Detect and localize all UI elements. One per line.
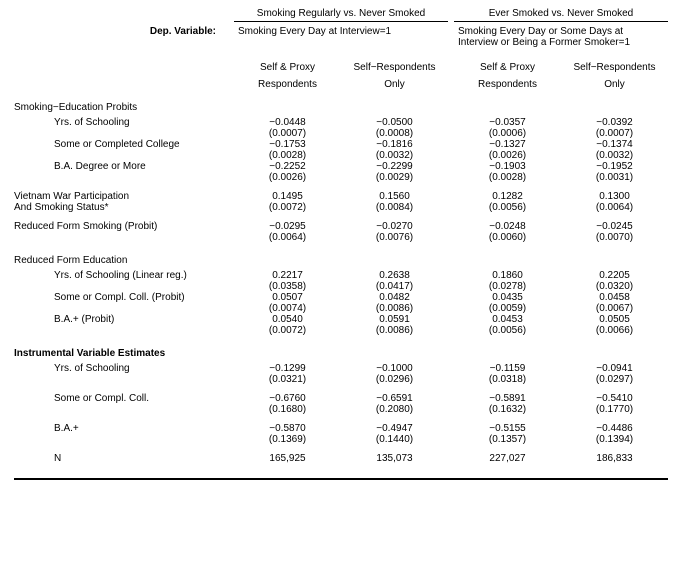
bottom-rule bbox=[14, 472, 668, 479]
group1-header: Smoking Regularly vs. Never Smoked bbox=[234, 8, 448, 22]
section-viet1: Vietnam War Participation bbox=[14, 191, 234, 202]
row-some: Some or Completed College bbox=[14, 139, 234, 150]
col2-head-b: Only bbox=[341, 73, 448, 90]
section-viet2: And Smoking Status* bbox=[14, 202, 234, 213]
col1-head-a: Self & Proxy bbox=[234, 56, 341, 73]
group2-header: Ever Smoked vs. Never Smoked bbox=[454, 8, 668, 22]
row-ba: B.A. Degree or More bbox=[14, 161, 234, 172]
row-ivsome: Some or Compl. Coll. bbox=[14, 393, 234, 404]
row-yrslin: Yrs. of Schooling (Linear reg.) bbox=[14, 270, 234, 281]
row-bap: B.A.+ (Probit) bbox=[14, 314, 234, 325]
col3-head-b: Respondents bbox=[454, 73, 561, 90]
col4-head-a: Self−Respondents bbox=[561, 56, 668, 73]
section-probits: Smoking−Education Probits bbox=[14, 90, 668, 113]
dep1-text: Smoking Every Day at Interview=1 bbox=[234, 26, 448, 37]
col4-head-b: Only bbox=[561, 73, 668, 90]
col1-head-b: Respondents bbox=[234, 73, 341, 90]
row-somep: Some or Compl. Coll. (Probit) bbox=[14, 292, 234, 303]
dep-variable-label: Dep. Variable: bbox=[14, 26, 234, 37]
section-rfs: Reduced Form Smoking (Probit) bbox=[14, 221, 234, 232]
section-iv: Instrumental Variable Estimates bbox=[14, 336, 668, 359]
row-n: N bbox=[14, 453, 234, 464]
col3-head-a: Self & Proxy bbox=[454, 56, 561, 73]
dep2b-text: Interview or Being a Former Smoker=1 bbox=[454, 37, 668, 48]
section-rfe: Reduced Form Education bbox=[14, 243, 668, 266]
row-ivyrs: Yrs. of Schooling bbox=[14, 363, 234, 374]
dep2a-text: Smoking Every Day or Some Days at bbox=[454, 26, 668, 37]
regression-table: Smoking Regularly vs. Never Smoked Ever … bbox=[14, 8, 668, 480]
row-ivba: B.A.+ bbox=[14, 423, 234, 434]
row-yrs: Yrs. of Schooling bbox=[14, 117, 234, 128]
col2-head-a: Self−Respondents bbox=[341, 56, 448, 73]
